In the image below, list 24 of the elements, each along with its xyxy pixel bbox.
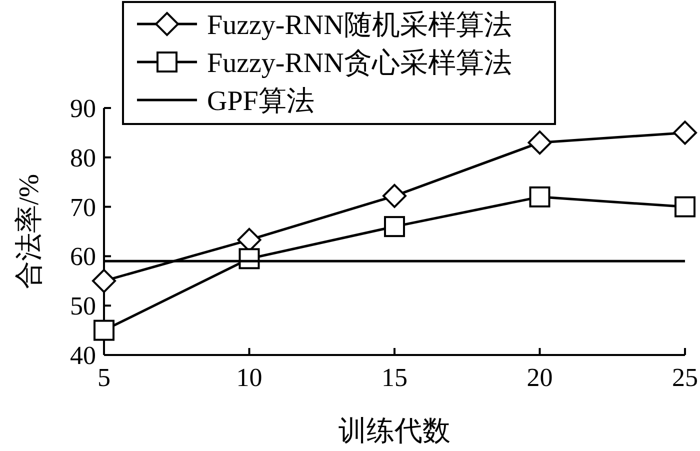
- legend-label: Fuzzy-RNN随机采样算法: [207, 10, 512, 41]
- x-tick-label: 15: [382, 363, 408, 392]
- point: [382, 184, 406, 208]
- x-tick-label: 10: [236, 363, 262, 392]
- legend-label: Fuzzy-RNN贪心采样算法: [207, 48, 512, 79]
- x-tick-label: 25: [672, 363, 698, 392]
- legend-label: GPF算法: [207, 86, 314, 117]
- y-tick-label: 40: [70, 341, 96, 370]
- point: [528, 130, 552, 155]
- y-tick-label: 90: [70, 94, 96, 123]
- point: [673, 120, 697, 145]
- x-tick-label: 20: [526, 363, 553, 392]
- point: [94, 320, 114, 341]
- x-axis-title: 训练代数: [338, 416, 450, 447]
- point: [529, 186, 550, 208]
- y-tick-label: 70: [70, 192, 96, 222]
- point: [384, 216, 405, 238]
- y-axis-title: 合法率/%: [14, 174, 45, 290]
- point: [674, 196, 696, 218]
- y-tick-label: 50: [70, 292, 96, 321]
- x-tick-label: 5: [98, 363, 110, 392]
- point: [92, 268, 116, 293]
- y-tick-label: 60: [70, 242, 96, 272]
- y-tick-label: 80: [70, 143, 96, 172]
